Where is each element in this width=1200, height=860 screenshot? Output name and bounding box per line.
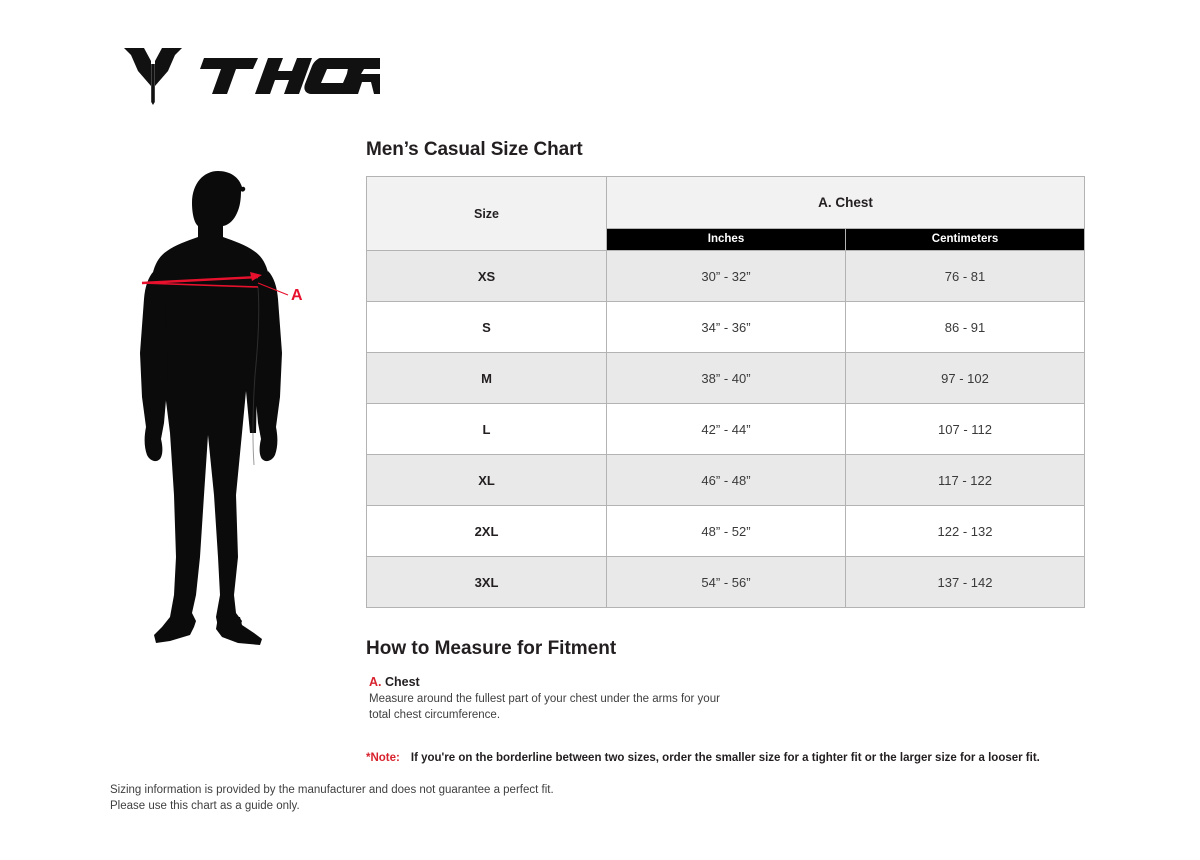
header-row-units: Inches Centimeters (367, 227, 1086, 252)
size-chart-head: Size A. Chest Inches Centimeters (366, 176, 1086, 252)
cell-size: L (366, 403, 607, 455)
cell-size: S (366, 301, 607, 353)
table-row: M 38” - 40” 97 - 102 (366, 352, 1086, 404)
cell-chest-centimeters: 117 - 122 (844, 454, 1086, 506)
cell-chest-inches: 54” - 56” (606, 556, 846, 608)
cell-chest-centimeters: 107 - 112 (844, 403, 1086, 455)
cell-chest-centimeters: 86 - 91 (844, 301, 1086, 353)
disclaimer-line-1: Sizing information is provided by the ma… (110, 784, 554, 796)
chest-measure-leader-line (257, 282, 289, 296)
measure-description-line-2: total chest circumference. (369, 709, 501, 721)
header-size: Size (366, 176, 607, 251)
table-row: S 34” - 36” 86 - 91 (366, 301, 1086, 353)
cell-size: XS (366, 250, 607, 302)
chest-marker-label: A (291, 287, 303, 304)
cell-size: XL (366, 454, 607, 506)
silhouette-svg: A (140, 171, 303, 645)
thor-logo-svg (124, 48, 380, 105)
size-chart-body: XS 30” - 32” 76 - 81 S 34” - 36” 86 - 91 M 38” … (366, 250, 1086, 608)
header-measurement-group: A. Chest (605, 176, 1086, 229)
cell-chest-inches: 30” - 32” (606, 250, 846, 302)
cell-chest-inches: 48” - 52” (606, 505, 846, 557)
measure-description-line-1: Measure around the fullest part of your … (369, 693, 720, 705)
cell-chest-inches: 38” - 40” (606, 352, 846, 404)
body-contour-line (252, 286, 260, 466)
table-row: L 42” - 44” 107 - 112 (366, 403, 1086, 455)
measure-item-letter: A. (369, 675, 382, 689)
header-centimeters: Centimeters (844, 227, 1086, 252)
thor-wordmark (200, 58, 380, 94)
note-text: If you're on the borderline between two … (410, 752, 1040, 764)
measure-item-name: Chest (384, 675, 420, 689)
cell-chest-inches: 46” - 48” (606, 454, 846, 506)
chest-measure-line-lower (141, 282, 259, 288)
cell-chest-centimeters: 122 - 132 (844, 505, 1086, 557)
header-inches: Inches (606, 227, 846, 252)
chest-measure-arrowhead (250, 272, 262, 281)
cell-chest-inches: 42” - 44” (606, 403, 846, 455)
measure-item-description: Measure around the fullest part of your … (369, 691, 829, 723)
table-row: XL 46” - 48” 117 - 122 (366, 454, 1086, 506)
table-row: 2XL 48” - 52” 122 - 132 (366, 505, 1086, 557)
cell-chest-inches: 34” - 36” (606, 301, 846, 353)
cell-size: 2XL (366, 505, 607, 557)
note-tag: *Note: (366, 752, 400, 764)
thor-t-wing-mark (124, 48, 182, 105)
cell-size: 3XL (366, 556, 607, 608)
measure-item-heading: A. Chest (369, 675, 829, 689)
note-row: *Note: If you're on the borderline betwee… (366, 752, 1040, 764)
page-title: Men’s Casual Size Chart (366, 139, 583, 160)
disclaimer-block: Sizing information is provided by the ma… (110, 782, 554, 814)
chest-measure-marker (141, 272, 289, 296)
cell-chest-centimeters: 97 - 102 (844, 352, 1086, 404)
male-body-silhouette (140, 171, 282, 645)
size-chart-table: Size A. Chest Inches Centimeters XS 30” -… (366, 176, 1086, 608)
body-silhouette-figure: A (130, 165, 340, 655)
thor-brand-logo (120, 44, 380, 106)
how-to-measure-title: How to Measure for Fitment (366, 638, 617, 659)
cell-size: M (366, 352, 607, 404)
table-row: 3XL 54” - 56” 137 - 142 (366, 556, 1086, 608)
cell-chest-centimeters: 76 - 81 (844, 250, 1086, 302)
measure-instruction-block: A. Chest Measure around the fullest part… (369, 675, 829, 723)
table-row: XS 30” - 32” 76 - 81 (366, 250, 1086, 302)
disclaimer-line-2: Please use this chart as a guide only. (110, 800, 300, 812)
cell-chest-centimeters: 137 - 142 (844, 556, 1086, 608)
header-row-group: Size A. Chest (366, 176, 1086, 251)
size-chart-container: Size A. Chest Inches Centimeters XS 30” -… (366, 176, 1086, 608)
chest-measure-line (141, 275, 259, 285)
